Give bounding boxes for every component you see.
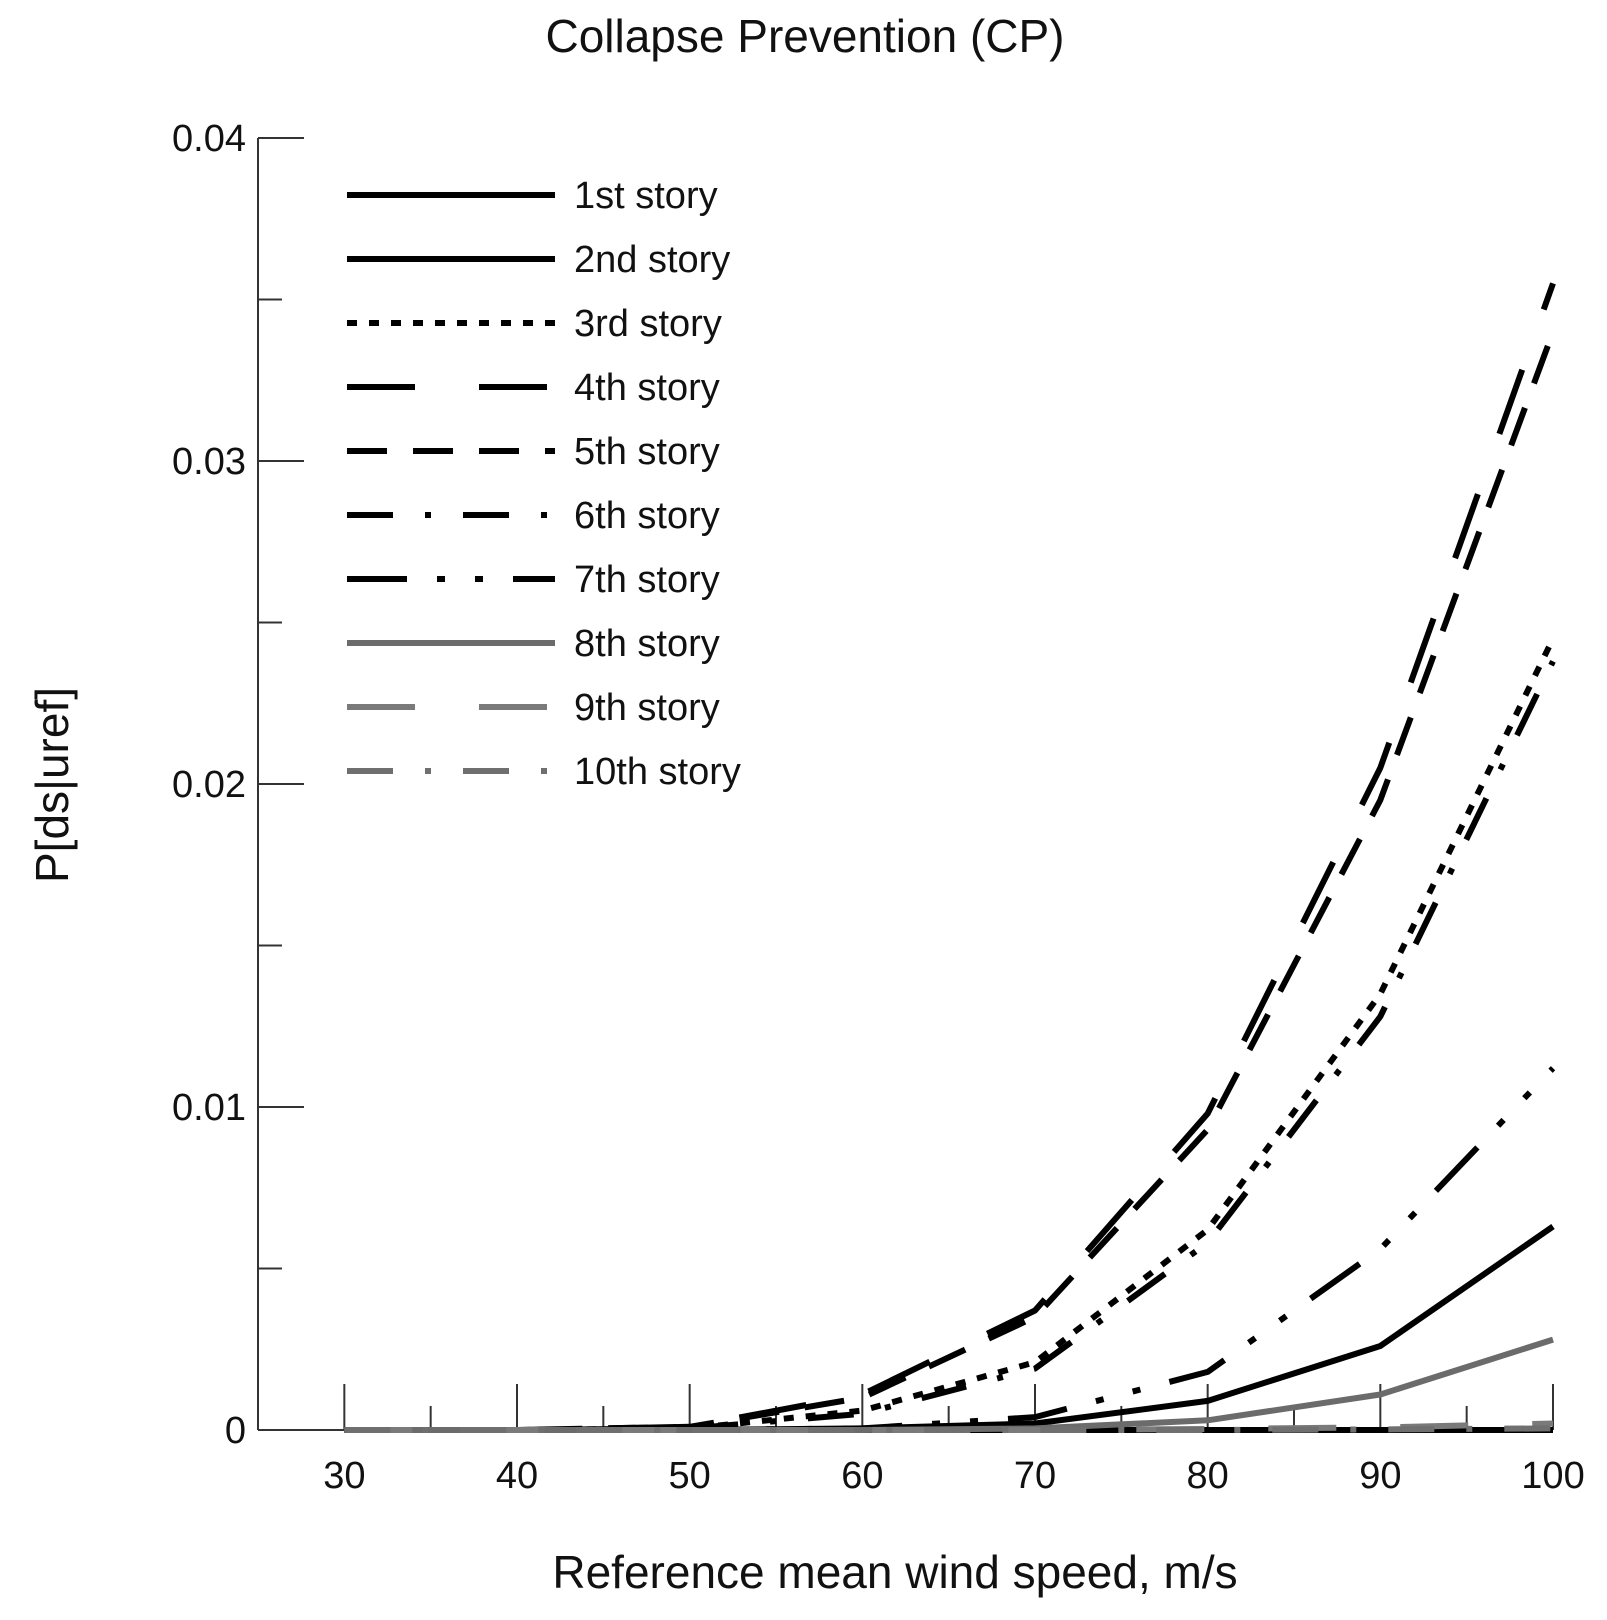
series-line-2 (344, 1224, 1555, 1433)
legend-label: 10th story (574, 751, 741, 793)
y-tick-label: 0.03 (172, 441, 246, 483)
x-tick-label: 80 (1187, 1455, 1229, 1497)
y-tick-label: 0 (225, 1410, 246, 1452)
y-tick-label: 0.02 (172, 764, 246, 806)
series-line-6 (344, 659, 1556, 1433)
legend-label: 3rd story (574, 303, 722, 345)
legend-label: 9th story (574, 687, 720, 729)
x-axis-title: Reference mean wind speed, m/s (552, 1546, 1237, 1598)
series-line-3 (344, 637, 1556, 1433)
x-tick-label: 70 (1014, 1455, 1056, 1497)
y-axis-title: P[ds|uref] (26, 687, 78, 883)
x-tick-label: 30 (323, 1455, 365, 1497)
legend-label: 4th story (574, 367, 720, 409)
x-tick-label: 100 (1521, 1455, 1584, 1497)
x-tick-label: 60 (841, 1455, 883, 1497)
series-line-5 (344, 330, 1556, 1433)
series-line-4 (344, 282, 1556, 1433)
plot-area: 0 0.01 0.02 0.03 0.04 30 40 50 60 70 80 90 100 1st st… (172, 118, 1585, 1497)
legend-label: 7th story (574, 559, 720, 601)
chart-title: Collapse Prevention (CP) (545, 10, 1064, 62)
x-tick-label: 90 (1359, 1455, 1401, 1497)
x-tick-label: 40 (496, 1455, 538, 1497)
series-line-7 (344, 1066, 1556, 1433)
legend-label: 8th story (574, 623, 720, 665)
legend-label: 6th story (574, 495, 720, 537)
legend-label: 5th story (574, 431, 720, 473)
y-tick-label: 0.01 (172, 1087, 246, 1129)
legend: 1st story 2nd story 3rd story 4th story 5th … (347, 175, 741, 793)
y-tick-label: 0.04 (172, 118, 246, 160)
legend-label: 2nd story (574, 239, 730, 281)
x-tick-label: 50 (669, 1455, 711, 1497)
series-line-10 (344, 1425, 1554, 1433)
legend-label: 1st story (574, 175, 718, 217)
